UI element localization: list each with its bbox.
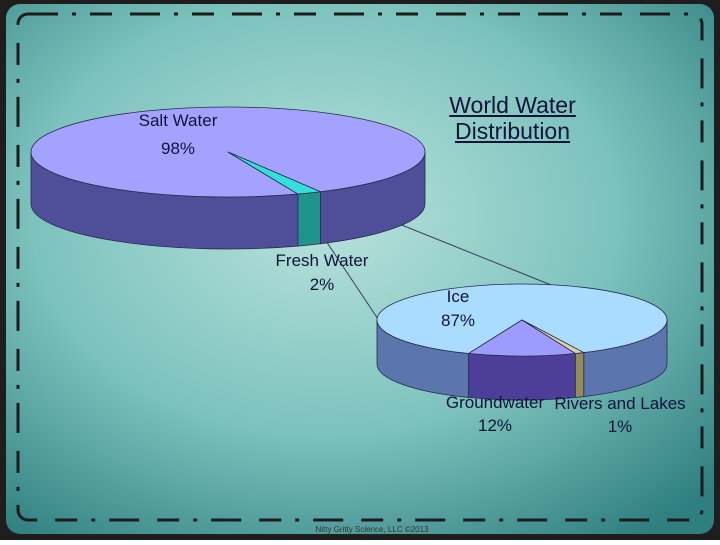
pie-slice [467, 319, 577, 357]
pie-slice [227, 151, 323, 195]
slice-label: Rivers and Lakes [554, 394, 685, 413]
pie-slice [376, 283, 668, 354]
slice-value-label: 98% [161, 139, 195, 158]
chart-title: World Water Distribution [449, 92, 576, 144]
pie-side [574, 352, 585, 398]
slice-label: Groundwater [446, 393, 545, 412]
footer: Nitty Gritty Science, LLC ©2013 [315, 525, 429, 534]
pie-slice [521, 319, 586, 354]
slice-value-label: 87% [441, 311, 475, 330]
slice-value-label: 2% [310, 275, 335, 294]
slice-label: Salt Water [139, 111, 218, 130]
slice-label: Ice [447, 287, 470, 306]
slice-value-label: 12% [478, 416, 512, 435]
pie-side [297, 191, 321, 247]
slice-label: Fresh Water [276, 251, 369, 270]
doodle-border [16, 12, 704, 522]
slice-value-label: 1% [608, 417, 633, 436]
